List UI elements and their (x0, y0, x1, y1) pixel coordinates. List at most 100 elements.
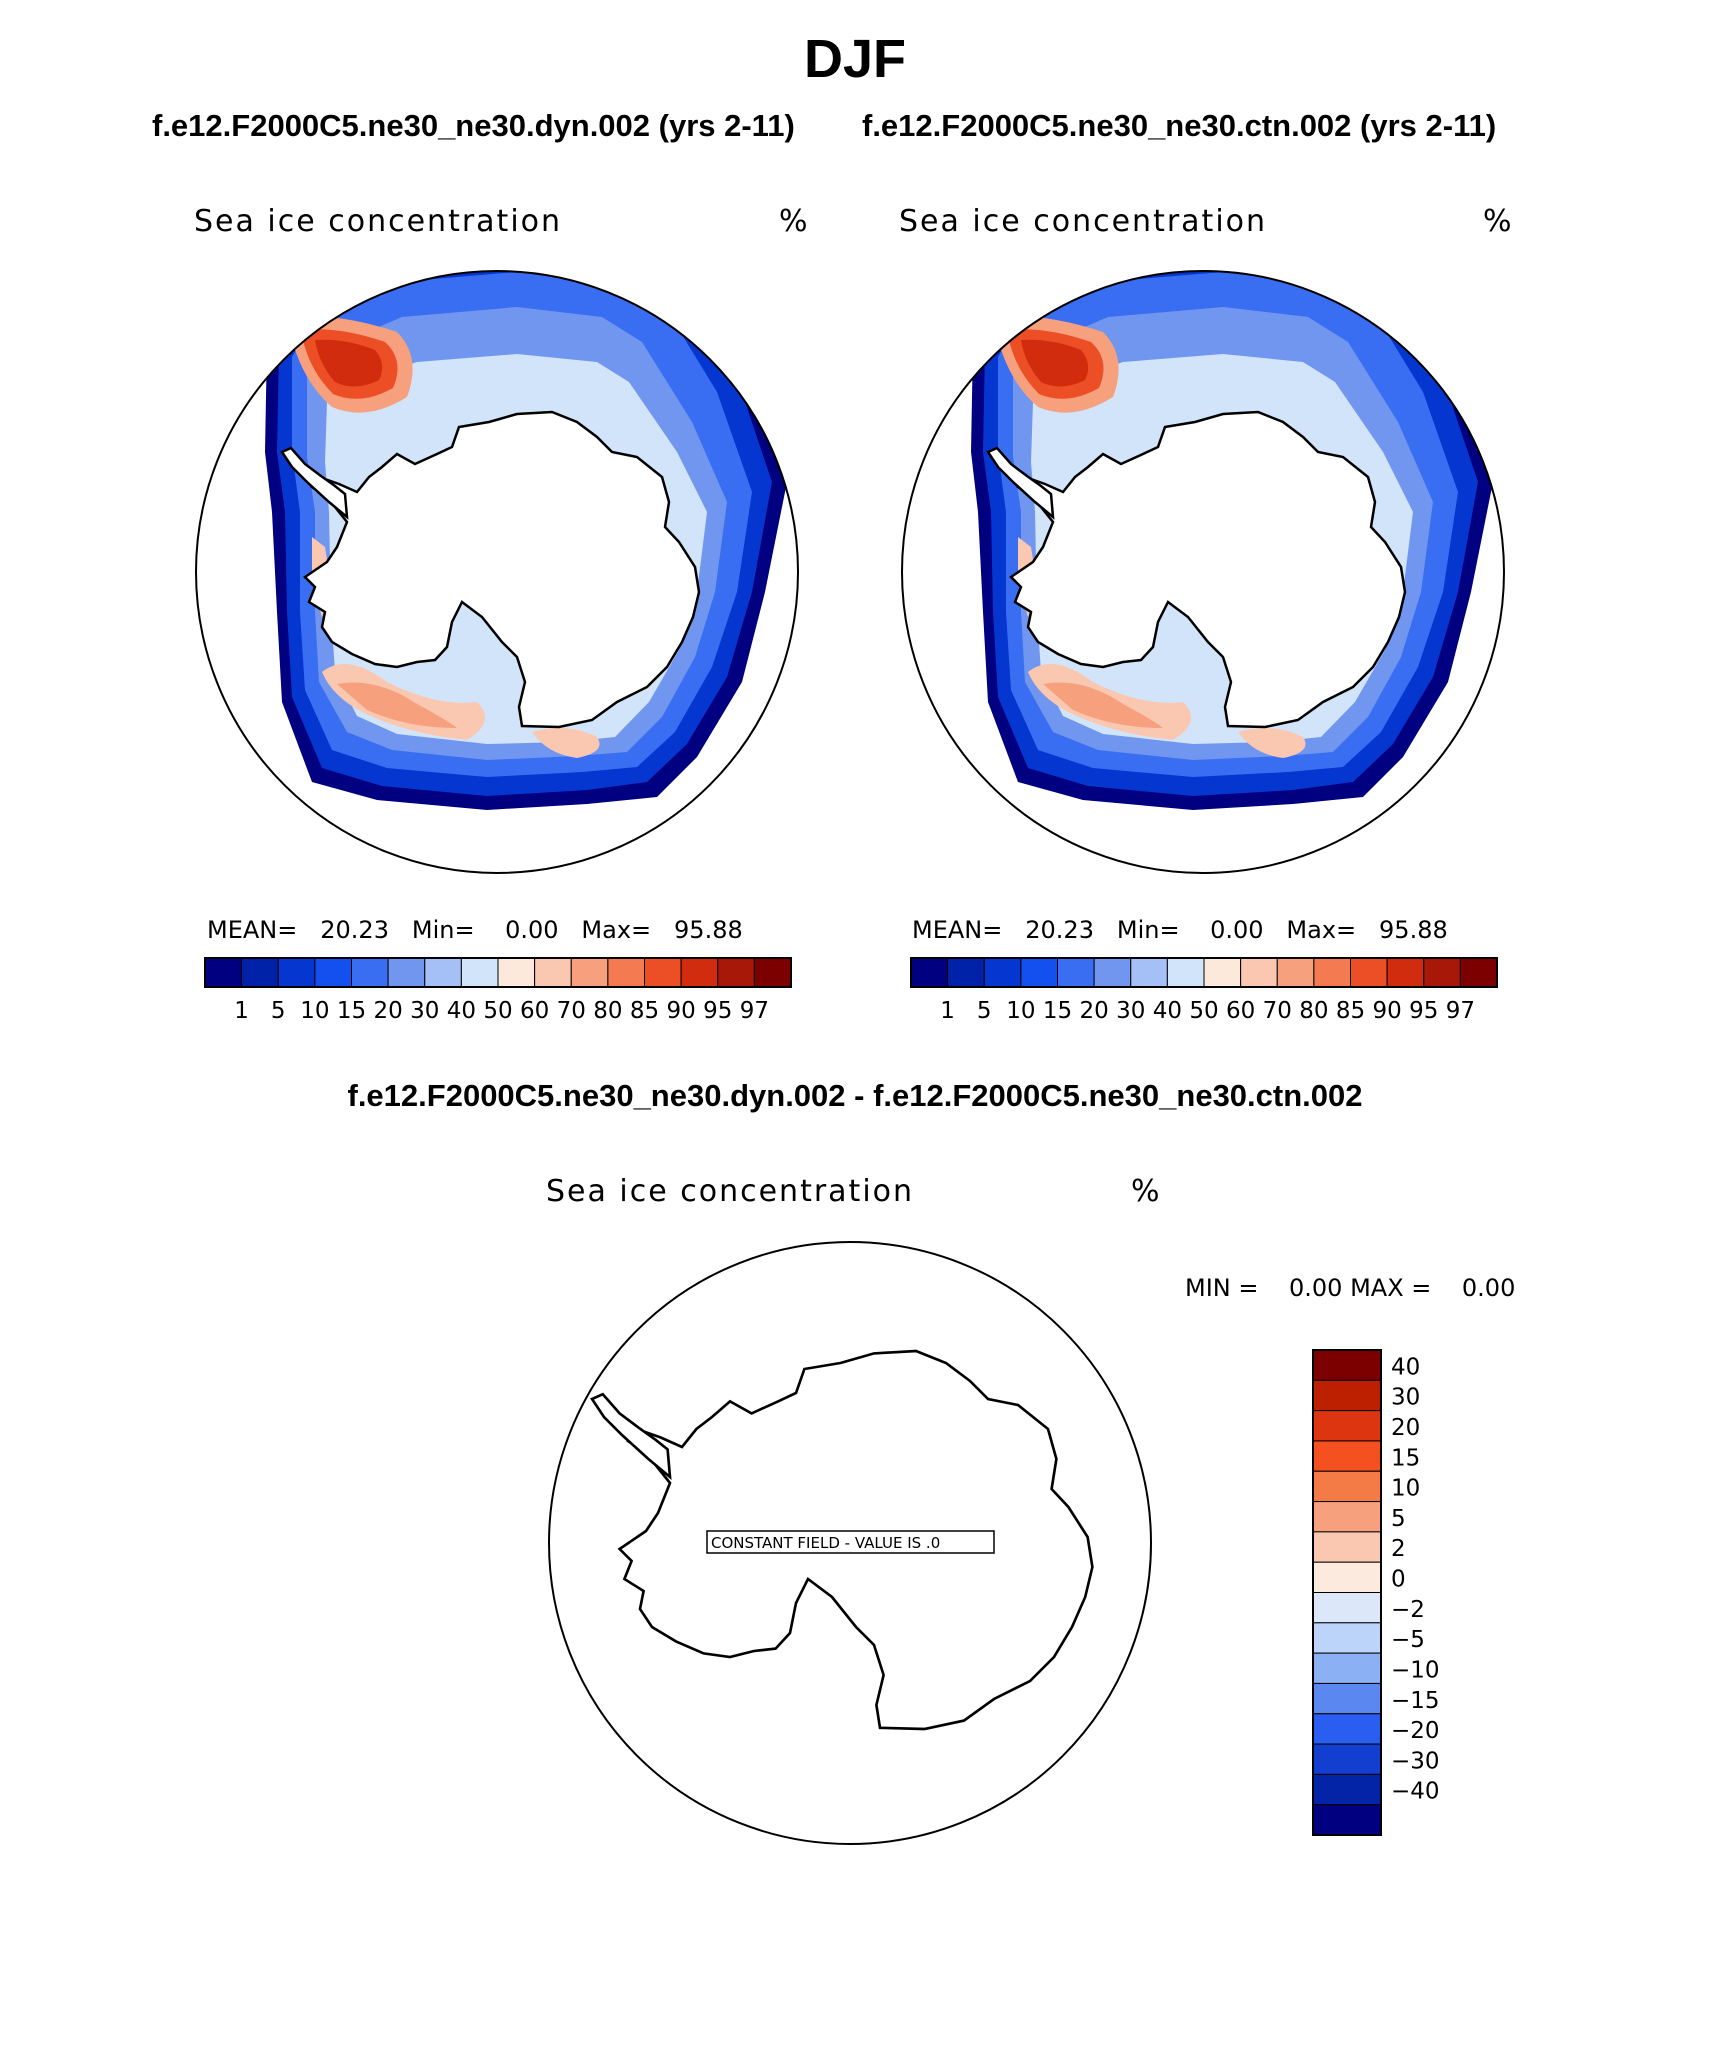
panel1-min: 0.00 (505, 916, 559, 944)
panel1-colorbar-box-3 (314, 957, 352, 988)
panel2-colorbar-box-6 (1130, 957, 1168, 988)
panel1-colorbar-tick-4: 20 (373, 998, 402, 1024)
panel2-colorbar-tick-6: 40 (1153, 998, 1182, 1024)
panel3-colorbar-tick-11: −15 (1391, 1688, 1440, 1714)
panel1-colorbar-box-9 (534, 957, 572, 988)
panel2-map-border (901, 270, 1505, 874)
panel3-colorbar-box-0 (1312, 1349, 1382, 1381)
panel3-colorbar-box-11 (1312, 1682, 1382, 1715)
page-title: DJF (803, 29, 906, 89)
panel1-colorbar-tick-12: 90 (666, 998, 695, 1024)
panel2-colorbar-tick-13: 95 (1409, 998, 1438, 1024)
panel3-colorbar-box-6 (1312, 1531, 1382, 1563)
constant-field-box (706, 1530, 995, 1554)
panel2-colorbar-box-11 (1313, 957, 1351, 988)
panel3-colorbar-tick-6: 2 (1391, 1536, 1406, 1562)
panel3-colorbar-tick-14: −40 (1391, 1779, 1440, 1805)
panel1-mean-label: MEAN= (207, 916, 298, 944)
panel1-ice-spot (507, 242, 537, 267)
diff-title: f.e12.F2000C5.ne30_ne30.dyn.002 - f.e12.… (347, 1078, 1363, 1113)
panel1-colorbar-box-0 (204, 957, 243, 988)
panel2-colorbar-tick-9: 70 (1263, 998, 1292, 1024)
panel1-colorbar-box-6 (424, 957, 462, 988)
panel1-colorbar-tick-10: 80 (593, 998, 622, 1024)
panel2-colorbar-box-5 (1093, 957, 1132, 988)
case2-title: f.e12.F2000C5.ne30_ne30.ctn.002 (yrs 2-1… (862, 108, 1497, 143)
panel3-min-label: MIN = (1185, 1274, 1259, 1302)
panel3-colorbar-box-3 (1312, 1440, 1382, 1472)
panel1-map (195, 242, 799, 874)
panel2-colorbar-frame (910, 957, 1498, 988)
panel2-colorbar-tick-11: 85 (1336, 998, 1365, 1024)
panel2-min-label: Min= (1116, 916, 1180, 944)
panel2-colorbar-box-12 (1350, 957, 1388, 988)
panel2-map (901, 270, 1505, 874)
panel3-colorbar-box-14 (1312, 1773, 1382, 1806)
panel3-units: % (1131, 1174, 1162, 1209)
panel2-max: 95.88 (1379, 916, 1448, 944)
panel3-colorbar-tick-12: −20 (1391, 1718, 1440, 1744)
panel2-colorbar-box-9 (1240, 957, 1278, 988)
panel1-mean: 20.23 (320, 916, 389, 944)
panel2-ice-ross-2 (1043, 682, 1163, 728)
panel1-colorbar-tick-6: 40 (447, 998, 476, 1024)
panel2-mean-label: MEAN= (912, 916, 1003, 944)
panel1-colorbar-box-11 (607, 957, 645, 988)
panel2-colorbar: 1 5 10 15 20 30 40 50 60 70 80 85 90 95 97 (910, 957, 1498, 1024)
panel2-min: 0.00 (1210, 916, 1264, 944)
panel1-units: % (779, 204, 810, 239)
panel2-ice-amundsen (1238, 728, 1306, 758)
panel3-colorbar-tick-10: −10 (1391, 1657, 1440, 1683)
panel3-colorbar-box-4 (1312, 1470, 1382, 1503)
panel2-colorbar-tick-8: 60 (1226, 998, 1255, 1024)
panel3-colorbar-box-1 (1312, 1379, 1382, 1412)
panel3-colorbar-tick-0: 40 (1391, 1354, 1420, 1380)
panel3-map: CONSTANT FIELD - VALUE IS .0 (548, 1241, 1152, 1845)
panel1-variable-label: Sea ice concentration (194, 204, 563, 239)
panel1-colorbar-tick-8: 60 (520, 998, 549, 1024)
panel3-colorbar-tick-5: 5 (1391, 1506, 1406, 1532)
panel2-colorbar-box-10 (1276, 957, 1315, 988)
panel1-colorbar-box-5 (387, 957, 426, 988)
panel2-ice-weddell-3 (1021, 339, 1089, 387)
panel2-colorbar-tick-7: 50 (1189, 998, 1218, 1024)
panel3-colorbar-box-5 (1312, 1501, 1382, 1533)
panel3-colorbar-tick-4: 10 (1391, 1476, 1420, 1502)
panel1-colorbar-tick-7: 50 (483, 998, 512, 1024)
panel3-colorbar-tick-7: 0 (1391, 1567, 1406, 1593)
panel1-colorbar-box-13 (680, 957, 719, 988)
panel1-colorbar-tick-3: 15 (337, 998, 366, 1024)
panel3-colorbar-box-7 (1312, 1561, 1382, 1593)
panel1-colorbar-box-1 (241, 957, 279, 988)
panel2-colorbar-tick-12: 90 (1372, 998, 1401, 1024)
panel1-ice-field (265, 242, 787, 810)
panel3-colorbar-box-10 (1312, 1652, 1382, 1684)
panel1-colorbar-box-14 (717, 957, 755, 988)
panel1-ice-weddell-3 (315, 339, 383, 387)
panel3-colorbar-tick-13: −30 (1391, 1748, 1440, 1774)
panel1-colorbar-box-7 (460, 957, 499, 988)
panel1-colorbar-tick-2: 10 (300, 998, 329, 1024)
panel3-colorbar-box-15 (1312, 1804, 1382, 1836)
panel2-colorbar-tick-1: 5 (977, 998, 992, 1024)
panel1-colorbar-tick-5: 30 (410, 998, 439, 1024)
panel1-min-label: Min= (411, 916, 475, 944)
panel3-colorbar-box-12 (1312, 1713, 1382, 1745)
panel2-colorbar-tick-0: 1 (940, 998, 955, 1024)
constant-field-text: CONSTANT FIELD - VALUE IS .0 (711, 1534, 940, 1552)
panel1-colorbar-tick-9: 70 (557, 998, 586, 1024)
panel3-variable-label: Sea ice concentration (546, 1174, 915, 1209)
panel3-colorbar-tick-3: 15 (1391, 1445, 1420, 1471)
panel2-stats: MEAN= 20.23 Min= 0.00 Max= 95.88 (912, 916, 1448, 944)
panel3-colorbar-box-13 (1312, 1743, 1382, 1775)
panel3-colorbar-tick-9: −5 (1391, 1627, 1425, 1653)
panel1-colorbar-box-15 (753, 957, 792, 988)
panel1-colorbar-box-2 (277, 957, 316, 988)
panel1-ice-amundsen (532, 728, 600, 758)
panel2-colorbar-tick-4: 20 (1079, 998, 1108, 1024)
panel2-colorbar-box-3 (1020, 957, 1058, 988)
panel3-colorbar-box-2 (1312, 1410, 1382, 1442)
panel2-colorbar-tick-5: 30 (1116, 998, 1145, 1024)
